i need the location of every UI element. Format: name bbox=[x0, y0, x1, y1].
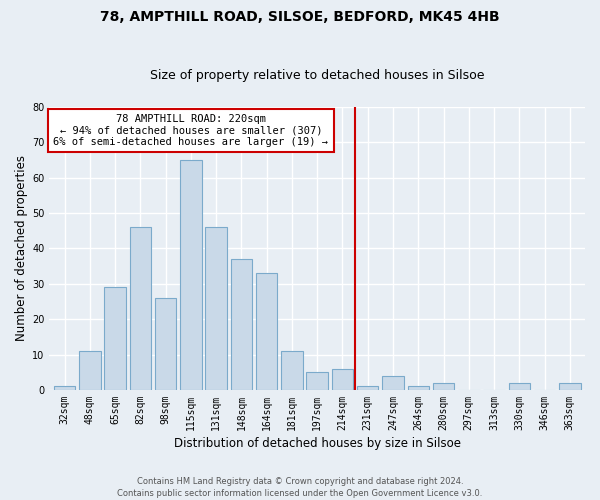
Bar bbox=[79, 351, 101, 390]
Bar bbox=[509, 383, 530, 390]
Bar bbox=[205, 227, 227, 390]
Bar bbox=[130, 227, 151, 390]
Bar bbox=[180, 160, 202, 390]
Y-axis label: Number of detached properties: Number of detached properties bbox=[15, 156, 28, 342]
Title: Size of property relative to detached houses in Silsoe: Size of property relative to detached ho… bbox=[150, 69, 484, 82]
Text: 78, AMPTHILL ROAD, SILSOE, BEDFORD, MK45 4HB: 78, AMPTHILL ROAD, SILSOE, BEDFORD, MK45… bbox=[100, 10, 500, 24]
Bar bbox=[382, 376, 404, 390]
Bar bbox=[433, 383, 454, 390]
Bar bbox=[332, 368, 353, 390]
Bar bbox=[54, 386, 75, 390]
Bar bbox=[230, 259, 252, 390]
X-axis label: Distribution of detached houses by size in Silsoe: Distribution of detached houses by size … bbox=[174, 437, 461, 450]
Bar bbox=[407, 386, 429, 390]
Bar bbox=[357, 386, 379, 390]
Bar bbox=[281, 351, 302, 390]
Text: Contains HM Land Registry data © Crown copyright and database right 2024.
Contai: Contains HM Land Registry data © Crown c… bbox=[118, 476, 482, 498]
Bar bbox=[104, 288, 126, 390]
Bar bbox=[307, 372, 328, 390]
Bar bbox=[155, 298, 176, 390]
Text: 78 AMPTHILL ROAD: 220sqm
← 94% of detached houses are smaller (307)
6% of semi-d: 78 AMPTHILL ROAD: 220sqm ← 94% of detach… bbox=[53, 114, 328, 147]
Bar bbox=[559, 383, 581, 390]
Bar bbox=[256, 273, 277, 390]
